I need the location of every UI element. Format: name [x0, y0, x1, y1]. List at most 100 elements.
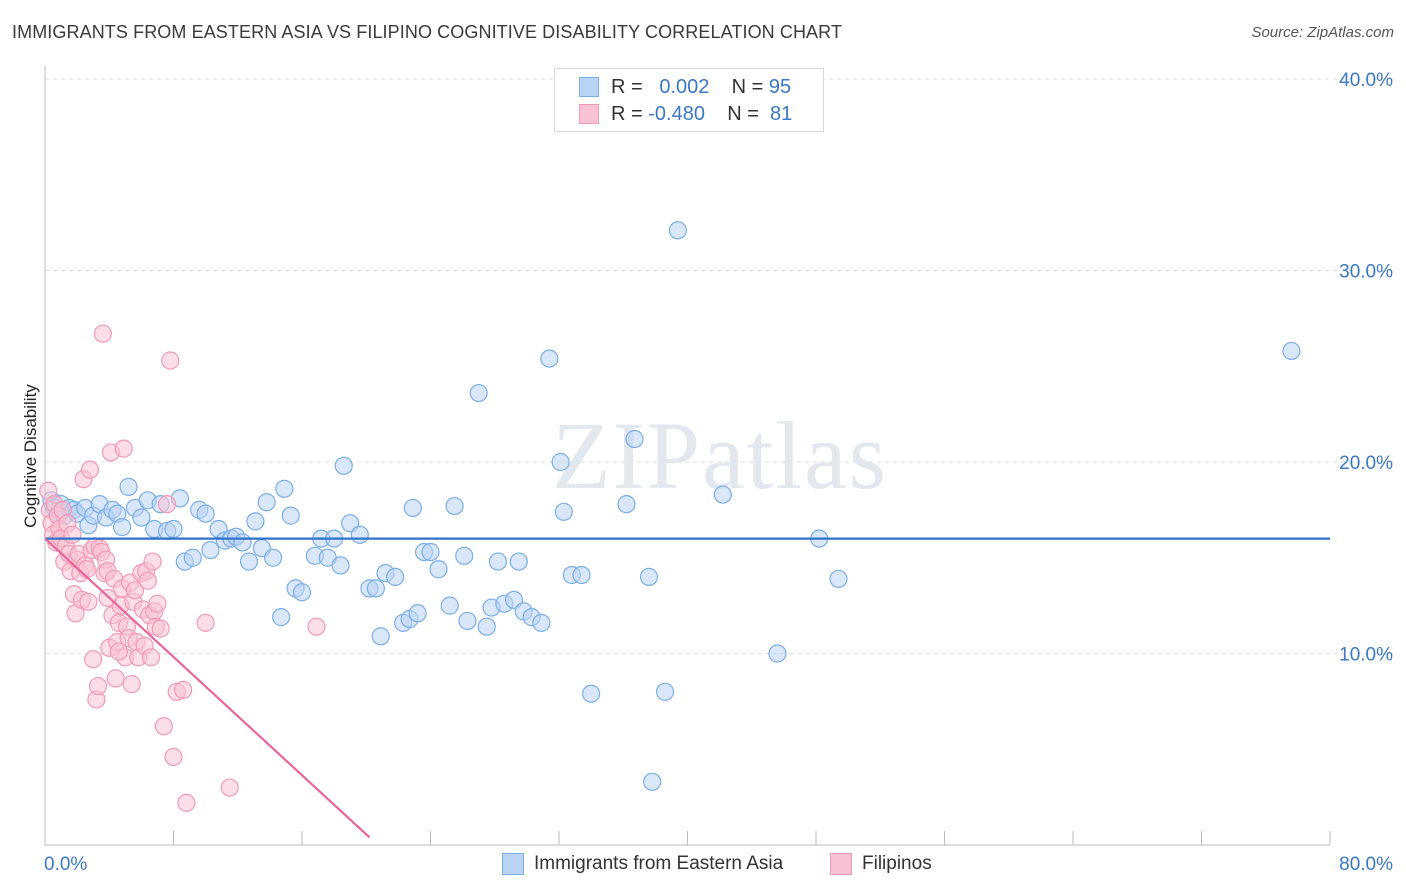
- eastern-asia-point: [164, 519, 183, 539]
- filipinos-point: [177, 793, 196, 812]
- r-value: 0.002: [659, 75, 710, 98]
- stats-legend: R = 0.002 N = 95 R = -0.480 N = 81: [554, 68, 824, 132]
- eastern-asia-point: [429, 560, 448, 579]
- eastern-asia-point: [334, 456, 353, 475]
- eastern-asia-point: [132, 508, 151, 527]
- eastern-asia-point: [509, 552, 528, 571]
- eastern-asia-point: [540, 349, 559, 368]
- eastern-asia-point: [829, 569, 848, 588]
- trend-lines: [44, 537, 1330, 839]
- y-tick-label: 10.0%: [1339, 645, 1393, 666]
- eastern-asia-point: [445, 496, 464, 516]
- y-axis-title: Cognitive Disability: [21, 384, 40, 528]
- legend-item-eastern-asia[interactable]: Immigrants from Eastern Asia: [502, 852, 783, 876]
- eastern-asia-point: [257, 493, 276, 512]
- eastern-asia-point: [275, 479, 294, 498]
- eastern-asia-point: [196, 504, 215, 523]
- eastern-asia-point: [477, 617, 496, 636]
- eastern-asia-point: [408, 604, 427, 623]
- legend-label: Filipinos: [862, 853, 932, 874]
- eastern-asia-point: [281, 506, 300, 525]
- eastern-asia-point: [532, 613, 551, 632]
- filipinos-point: [154, 717, 173, 736]
- x-tick-label-max: 80.0%: [1339, 854, 1393, 875]
- n-value: 95: [768, 75, 792, 98]
- filipinos-point: [196, 613, 215, 632]
- filipinos-point: [148, 594, 167, 613]
- eastern-asia-point: [1282, 341, 1301, 361]
- eastern-asia-point: [403, 498, 422, 518]
- r-value: -0.480: [648, 102, 705, 125]
- y-tick-label: 30.0%: [1339, 262, 1393, 283]
- filipinos-point: [122, 675, 141, 694]
- eastern-asia-point: [350, 525, 369, 544]
- eastern-asia-point: [488, 552, 508, 571]
- filipinos-point: [93, 324, 112, 343]
- y-tick-labels: 10.0% 20.0% 30.0% 40.0%: [1339, 70, 1393, 666]
- eastern-asia-point: [239, 552, 259, 571]
- filipinos-point: [174, 680, 193, 699]
- legend-item-filipinos[interactable]: Filipinos: [830, 852, 932, 876]
- chart-source: Source: ZipAtlas.com: [1251, 24, 1394, 41]
- eastern-asia-point: [582, 684, 601, 703]
- eastern-asia-point: [554, 502, 573, 521]
- filipinos-point: [63, 525, 82, 544]
- eastern-asia-point: [183, 548, 202, 567]
- x-tick-label-min: 0.0%: [44, 854, 87, 875]
- filipinos-point: [164, 747, 183, 767]
- filipinos-point: [84, 650, 103, 669]
- axes: [44, 66, 1331, 846]
- filipinos-point: [220, 778, 239, 797]
- filipinos-point: [151, 619, 170, 638]
- series-eastern-asia-points: [42, 221, 1301, 791]
- eastern-asia-point: [469, 383, 488, 403]
- eastern-asia-point: [366, 579, 385, 598]
- eastern-asia-point: [458, 611, 477, 631]
- eastern-asia-point: [371, 627, 390, 646]
- pink-swatch: [579, 104, 599, 124]
- eastern-asia-point: [386, 567, 405, 587]
- eastern-asia-point: [625, 429, 644, 449]
- filipinos-point: [307, 617, 326, 636]
- stats-legend-row-blue: R = 0.002 N = 95: [579, 74, 791, 100]
- eastern-asia-point: [639, 567, 659, 587]
- y-tick-label: 40.0%: [1339, 70, 1393, 91]
- eastern-asia-point: [572, 565, 591, 585]
- eastern-asia-point: [233, 533, 252, 552]
- filipinos-point: [143, 552, 162, 571]
- filipinos-point: [88, 676, 108, 696]
- filipinos-point: [125, 581, 145, 600]
- pink-swatch: [830, 853, 852, 875]
- n-label: N =: [731, 75, 764, 98]
- eastern-asia-point: [713, 485, 732, 504]
- filipinos-point: [80, 460, 100, 479]
- filipinos-point: [138, 571, 157, 590]
- x-tick-labels: 0.0% 80.0%: [44, 854, 1393, 875]
- stats-legend-row-pink: R = -0.480 N = 81: [579, 101, 792, 127]
- filipinos-point: [109, 642, 128, 661]
- eastern-asia-point: [331, 556, 350, 575]
- y-tick-label: 20.0%: [1339, 453, 1393, 474]
- filipinos-point: [79, 592, 98, 611]
- eastern-asia-point: [246, 512, 265, 531]
- r-label: R =: [611, 75, 643, 98]
- eastern-asia-point: [272, 608, 291, 627]
- filipinos-point: [141, 648, 161, 667]
- legend-label: Immigrants from Eastern Asia: [534, 853, 784, 874]
- eastern-asia-point: [440, 596, 459, 615]
- chart-title: IMMIGRANTS FROM EASTERN ASIA VS FILIPINO…: [12, 22, 843, 42]
- filipinos-trend-line: [44, 537, 371, 839]
- eastern-asia-point: [455, 546, 474, 565]
- filipinos-point: [114, 439, 133, 458]
- eastern-asia-point: [119, 477, 138, 496]
- eastern-asia-point: [768, 644, 787, 663]
- eastern-asia-point: [421, 542, 440, 562]
- eastern-asia-point: [668, 221, 687, 240]
- eastern-asia-point: [617, 495, 636, 514]
- blue-swatch: [502, 853, 524, 875]
- blue-swatch: [579, 77, 599, 97]
- filipinos-point: [106, 669, 125, 688]
- eastern-asia-point: [201, 540, 220, 560]
- r-label: R =: [611, 102, 643, 125]
